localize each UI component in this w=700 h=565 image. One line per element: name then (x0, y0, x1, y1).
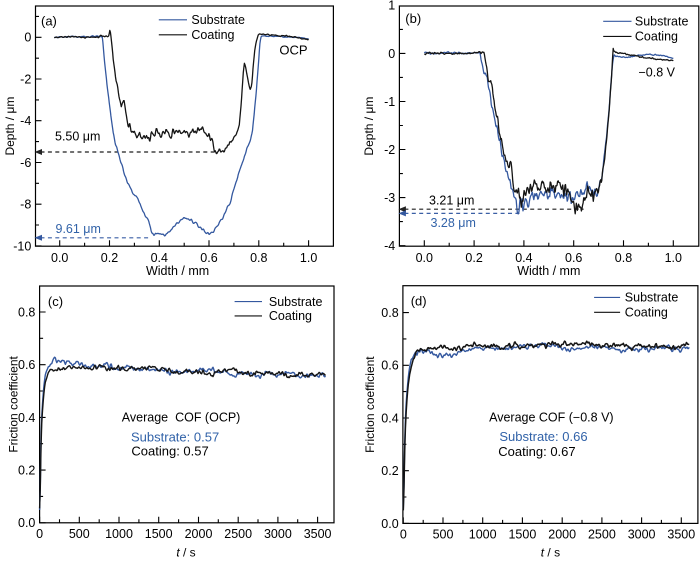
svg-text:0: 0 (388, 47, 395, 61)
svg-text:0.6: 0.6 (18, 358, 35, 372)
svg-text:0.6: 0.6 (381, 359, 398, 373)
svg-text:0.6: 0.6 (200, 251, 217, 265)
svg-text:Coating: 0.67: Coating: 0.67 (498, 444, 575, 459)
svg-text:-4: -4 (384, 239, 395, 253)
svg-text:0.2: 0.2 (18, 464, 35, 478)
svg-text:2000: 2000 (185, 527, 213, 541)
svg-text:3000: 3000 (628, 528, 656, 542)
svg-text:Coating: Coating (191, 28, 234, 42)
svg-text:0.4: 0.4 (515, 251, 532, 265)
svg-text:0.6: 0.6 (565, 251, 582, 265)
svg-text:0: 0 (36, 527, 43, 541)
svg-text:Substrate: Substrate (191, 13, 245, 27)
svg-text:Substrate: 0.57: Substrate: 0.57 (131, 429, 219, 444)
svg-text:1.0: 1.0 (665, 251, 682, 265)
svg-text:500: 500 (69, 527, 90, 541)
svg-text:Average COF (OCP): Average COF (OCP) (122, 410, 241, 424)
svg-text:(d): (d) (411, 294, 427, 309)
svg-text:-2: -2 (384, 143, 395, 157)
svg-text:3500: 3500 (304, 527, 332, 541)
svg-text:0.8: 0.8 (18, 305, 35, 319)
svg-text:1000: 1000 (105, 527, 133, 541)
svg-text:0.0: 0.0 (18, 516, 35, 530)
svg-text:Depth / μm: Depth / μm (3, 97, 17, 156)
svg-text:1500: 1500 (508, 528, 536, 542)
svg-text:OCP: OCP (279, 42, 307, 57)
svg-text:Coating: Coating (625, 306, 668, 320)
svg-text:9.61 μm: 9.61 μm (56, 222, 101, 236)
svg-text:t / s: t / s (541, 546, 560, 560)
svg-text:3500: 3500 (667, 528, 695, 542)
svg-text:3000: 3000 (264, 527, 292, 541)
svg-text:1500: 1500 (145, 527, 173, 541)
svg-text:0.8: 0.8 (250, 251, 267, 265)
svg-text:-6: -6 (20, 156, 31, 170)
svg-text:Substrate: Substrate (635, 15, 689, 29)
svg-text:Coating: 0.57: Coating: 0.57 (131, 444, 208, 459)
svg-text:0: 0 (24, 31, 31, 45)
svg-text:Substrate: Substrate (625, 291, 679, 305)
svg-text:1000: 1000 (469, 528, 497, 542)
svg-text:Width / mm: Width / mm (517, 264, 580, 278)
svg-text:3.21 μm: 3.21 μm (429, 193, 474, 207)
svg-text:Width / mm: Width / mm (146, 264, 209, 278)
svg-text:−0.8 V: −0.8 V (639, 66, 676, 80)
svg-text:-4: -4 (20, 114, 31, 128)
svg-text:5.50 μm: 5.50 μm (55, 129, 100, 143)
svg-text:Friction coefficient: Friction coefficient (363, 356, 377, 453)
svg-text:2500: 2500 (588, 528, 616, 542)
svg-text:(c): (c) (48, 294, 63, 309)
svg-text:0.0: 0.0 (416, 251, 433, 265)
svg-text:Substrate: Substrate (269, 295, 323, 309)
svg-text:-8: -8 (20, 198, 31, 212)
svg-text:0.8: 0.8 (381, 306, 398, 320)
svg-text:(b): (b) (405, 11, 421, 26)
svg-text:Depth / μm: Depth / μm (362, 97, 376, 156)
svg-text:0.2: 0.2 (381, 464, 398, 478)
svg-text:500: 500 (433, 528, 454, 542)
svg-text:0.0: 0.0 (381, 517, 398, 531)
svg-text:0.2: 0.2 (101, 251, 118, 265)
svg-text:0: 0 (400, 528, 407, 542)
svg-text:(a): (a) (41, 13, 57, 28)
svg-text:1.0: 1.0 (300, 251, 317, 265)
svg-text:3.28 μm: 3.28 μm (431, 216, 476, 230)
svg-text:0.0: 0.0 (51, 251, 68, 265)
svg-text:Average COF (−0.8 V): Average COF (−0.8 V) (489, 411, 613, 425)
svg-text:-10: -10 (13, 239, 31, 253)
svg-text:-2: -2 (20, 72, 31, 86)
svg-text:2000: 2000 (548, 528, 576, 542)
svg-text:t / s: t / s (176, 545, 195, 559)
svg-text:Coating: Coating (635, 30, 678, 44)
svg-text:Friction coefficient: Friction coefficient (7, 355, 21, 452)
svg-text:0.8: 0.8 (615, 251, 632, 265)
svg-text:Substrate: 0.66: Substrate: 0.66 (499, 429, 587, 444)
svg-text:1: 1 (388, 0, 395, 13)
svg-text:2500: 2500 (224, 527, 252, 541)
svg-text:0.4: 0.4 (381, 411, 398, 425)
svg-text:-3: -3 (384, 191, 395, 205)
svg-text:-1: -1 (384, 95, 395, 109)
svg-text:Coating: Coating (269, 309, 312, 323)
svg-text:0.4: 0.4 (18, 411, 35, 425)
svg-text:0.4: 0.4 (151, 251, 168, 265)
svg-text:0.2: 0.2 (465, 251, 482, 265)
